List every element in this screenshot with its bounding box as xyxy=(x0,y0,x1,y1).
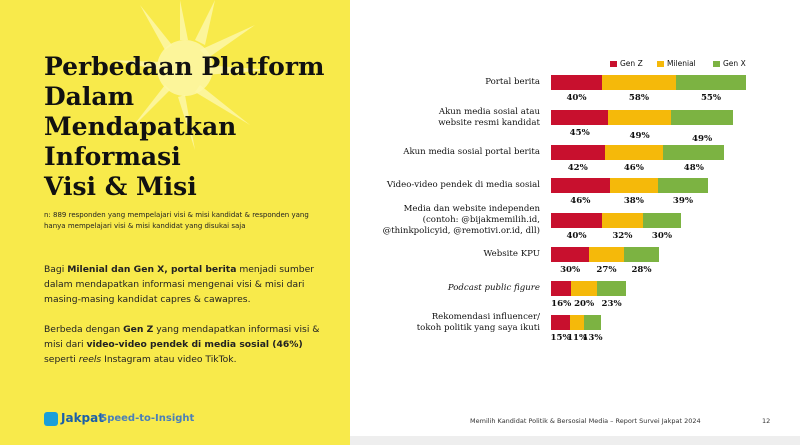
value-label: 38% xyxy=(623,196,644,206)
paragraph: Berbeda dengan Gen Z yang mendapatkan in… xyxy=(44,322,324,367)
bar-segment xyxy=(675,75,747,90)
bar-segment xyxy=(551,315,571,330)
category-label: Rekomendasi influencer/ tokoh politik ya… xyxy=(416,311,540,333)
value-label: 46% xyxy=(570,196,591,206)
paragraph: Bagi Milenial dan Gen X, portal berita m… xyxy=(44,262,324,307)
value-label: 55% xyxy=(700,93,722,103)
bar-segment xyxy=(551,213,602,228)
bar-segment xyxy=(589,247,624,262)
title-line: Dalam xyxy=(44,82,135,111)
sunburst xyxy=(110,0,270,150)
value-label: 58% xyxy=(628,93,650,103)
category-label: Portal berita xyxy=(485,77,540,87)
legend-swatch xyxy=(713,61,720,67)
text-run: yang mendapatkan informasi visi & misi d… xyxy=(44,324,320,350)
value-label: 23% xyxy=(601,299,622,309)
text-run: Berbeda dengan xyxy=(44,324,124,335)
footer: Memilih Kandidat Politik & Bersosial Med… xyxy=(470,417,701,425)
category-label: Akun media sosial portal berita xyxy=(403,147,540,157)
text-run: Gen Z xyxy=(123,324,154,335)
left-panel: Perbedaan Platform Dalam Mendapatkan Inform… xyxy=(0,0,350,445)
category-label: Website KPU xyxy=(483,249,540,259)
bar-segment xyxy=(551,145,605,160)
bar-segment xyxy=(596,281,627,296)
title: Perbedaan Platform Dalam Mendapatkan Inform… xyxy=(44,52,324,202)
text-run: reels xyxy=(78,354,102,365)
bar-segment xyxy=(609,178,659,193)
bar-segment xyxy=(551,178,610,193)
bar-segment xyxy=(602,75,676,90)
bar-segment xyxy=(551,110,609,125)
value-label: 46% xyxy=(623,163,644,173)
tagline: Speed-to-Insight xyxy=(100,413,195,424)
value-label: 40% xyxy=(566,231,587,241)
title-line: Perbedaan Platform xyxy=(44,52,325,81)
brand-icon xyxy=(44,412,58,426)
bar-segment xyxy=(608,110,671,125)
bar-segment xyxy=(584,315,601,330)
value-label: 27% xyxy=(596,265,617,275)
legend-label: Gen X xyxy=(723,59,746,68)
title-line: Visi & Misi xyxy=(44,172,197,201)
value-label: 11% xyxy=(567,333,588,343)
title-line: Mendapatkan xyxy=(44,112,237,141)
value-label: 30% xyxy=(560,265,581,275)
bar-segment xyxy=(604,145,664,160)
text-run: menjadi sumber dalam mendapatkan informa… xyxy=(44,264,315,305)
page-number: 12 xyxy=(762,417,771,425)
legend-swatch xyxy=(610,61,617,67)
value-label: 30% xyxy=(651,231,672,241)
bar-segment xyxy=(551,75,602,90)
category-label: Podcast public figure xyxy=(447,283,540,293)
value-label: 15% xyxy=(550,333,571,343)
text-run: Bagi xyxy=(44,264,68,275)
bar-segment xyxy=(571,281,597,296)
value-label: 42% xyxy=(567,163,588,173)
value-label: 40% xyxy=(566,93,587,103)
text-run: seperti xyxy=(44,354,79,365)
legend-label: Milenial xyxy=(667,59,696,68)
value-label: 28% xyxy=(631,265,652,275)
bar-segment xyxy=(551,281,572,296)
bar-segment xyxy=(670,110,734,125)
category-label: Media dan website independen (contoh: @b… xyxy=(382,204,540,236)
bar-segment xyxy=(551,247,590,262)
bar-segment xyxy=(663,145,725,160)
bar-segment xyxy=(623,247,660,262)
bar-segment xyxy=(602,213,643,228)
value-label: 49% xyxy=(692,134,713,144)
value-label: 49% xyxy=(629,131,650,141)
footer-strip xyxy=(350,436,800,445)
category-label: Akun media sosial atau website resmi kan… xyxy=(438,106,540,128)
value-label: 48% xyxy=(683,163,704,173)
brand: Jakpat xyxy=(61,411,104,425)
text-run: Milenial dan Gen X, portal berita xyxy=(67,264,237,275)
bar-segment xyxy=(642,213,682,228)
title-line: Informasi xyxy=(44,142,181,171)
legend-swatch xyxy=(657,61,664,67)
value-label: 39% xyxy=(672,196,694,206)
note: n: 889 responden yang mempelajari visi &… xyxy=(44,211,309,230)
value-label: 45% xyxy=(569,128,590,138)
bar-segment xyxy=(570,315,585,330)
value-label: 13% xyxy=(582,333,603,343)
value-label: 32% xyxy=(612,231,633,241)
value-label: 20% xyxy=(574,299,595,309)
text-run: video-video pendek di media sosial (46%) xyxy=(86,339,303,350)
value-label: 16% xyxy=(551,299,572,309)
legend-label: Gen Z xyxy=(620,59,643,68)
bar-segment xyxy=(658,178,708,193)
category-label: Video-video pendek di media sosial xyxy=(386,180,540,190)
text-run: Instagram atau video TikTok. xyxy=(101,354,237,365)
